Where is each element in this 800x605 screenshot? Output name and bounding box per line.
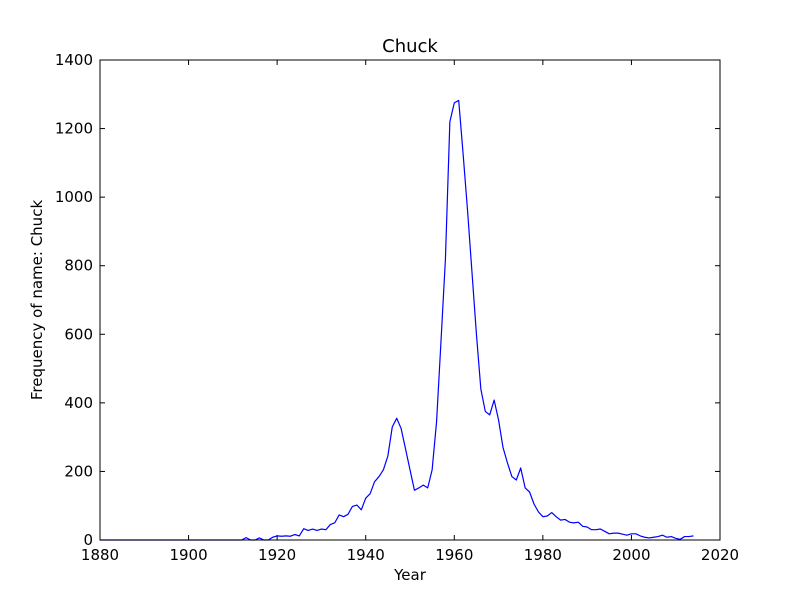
x-tick-label: 1940 xyxy=(347,546,385,564)
axes-frame xyxy=(99,59,721,541)
x-tick-label: 1900 xyxy=(169,546,207,564)
plot-area xyxy=(99,59,721,541)
axis-ticks: 1880 1900 1920 1940 1960 1980 2000 2020 0 200 400 6… xyxy=(55,51,739,564)
x-tick-label: 2020 xyxy=(701,546,739,564)
chart-title: Chuck xyxy=(382,36,438,57)
x-tick-label: 1980 xyxy=(524,546,562,564)
y-tick-label: 1400 xyxy=(55,51,93,69)
y-tick-label: 0 xyxy=(83,531,93,549)
y-tick-label: 800 xyxy=(64,257,93,275)
x-axis-label: Year xyxy=(393,566,427,584)
y-axis-label: Frequency of name: Chuck xyxy=(28,200,46,401)
x-tick-label: 1920 xyxy=(258,546,296,564)
y-tick-label: 1200 xyxy=(55,120,93,138)
y-tick-label: 200 xyxy=(64,462,93,480)
x-tick-label: 1880 xyxy=(81,546,119,564)
y-tick-label: 1000 xyxy=(55,188,93,206)
x-tick-label: 2000 xyxy=(612,546,650,564)
y-tick-label: 600 xyxy=(64,325,93,343)
y-tick-label: 400 xyxy=(64,394,93,412)
x-tick-label: 1960 xyxy=(435,546,473,564)
